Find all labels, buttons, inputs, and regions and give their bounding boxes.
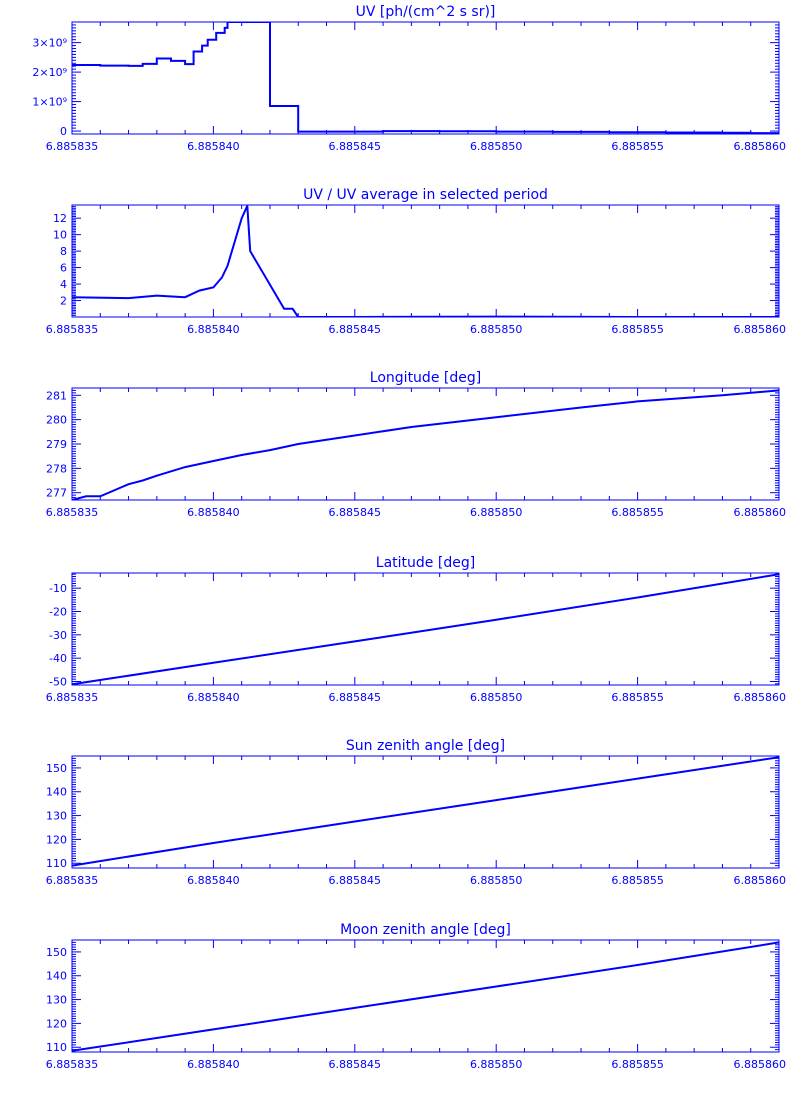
- y-tick-label: -10: [49, 582, 67, 595]
- plot-frame: [71, 755, 780, 869]
- y-tick-label: 110: [46, 857, 67, 870]
- x-tick-label: 6.885850: [470, 140, 523, 153]
- x-tick-label: 6.885850: [470, 874, 523, 887]
- x-tick-label: 6.885850: [470, 1058, 523, 1071]
- series-line: [72, 205, 779, 317]
- chart-title: Sun zenith angle [deg]: [346, 738, 505, 754]
- y-tick-label: 2: [60, 295, 67, 308]
- x-tick-label: 6.885840: [187, 691, 240, 704]
- x-tick-label: 6.885835: [46, 1058, 99, 1071]
- y-tick-label: 6: [60, 262, 67, 275]
- x-tick-label: 6.885850: [470, 691, 523, 704]
- y-tick-label: 120: [46, 1017, 67, 1030]
- x-tick-label: 6.885845: [329, 874, 382, 887]
- x-tick-label: 6.885850: [470, 506, 523, 519]
- chart-title: UV / UV average in selected period: [303, 187, 548, 203]
- x-tick-label: 6.885835: [46, 323, 99, 336]
- y-tick-label: 3×10⁹: [32, 37, 67, 50]
- chart-panel-1: UV [ph/(cm^2 s sr)] 6.885835 6.885840 6.885…: [32, 4, 786, 153]
- y-tick-label: 140: [46, 970, 67, 983]
- y-tick-label: 130: [46, 994, 67, 1007]
- x-tick-label: 6.885860: [734, 1058, 787, 1071]
- plot-frame: [71, 572, 780, 686]
- x-tick-label: 6.885845: [329, 323, 382, 336]
- x-tick-label: 6.885855: [611, 1058, 664, 1071]
- chart-title: UV [ph/(cm^2 s sr)]: [356, 4, 496, 20]
- x-tick-label: 6.885845: [329, 506, 382, 519]
- y-tick-label: 279: [46, 438, 67, 451]
- plot-frame: [71, 204, 780, 318]
- x-tick-label: 6.885855: [611, 506, 664, 519]
- y-tick-label: 130: [46, 810, 67, 823]
- x-tick-label: 6.885860: [734, 691, 787, 704]
- y-tick-label: 110: [46, 1041, 67, 1054]
- x-tick-label: 6.885860: [734, 140, 787, 153]
- plot-frame: [71, 387, 780, 501]
- y-tick-label: 8: [60, 245, 67, 258]
- y-tick-label: 281: [46, 389, 67, 402]
- y-tick-label: -20: [49, 606, 67, 619]
- y-tick-label: 2×10⁹: [32, 66, 67, 79]
- chart-panel-5: Sun zenith angle [deg] 6.885835 6.885840 6.…: [46, 738, 786, 887]
- y-tick-label: 0: [60, 125, 67, 138]
- x-tick-label: 6.885855: [611, 323, 664, 336]
- plot-frame: [71, 21, 780, 135]
- series-line: [72, 22, 779, 134]
- chart-panel-2: UV / UV average in selected period 6.8858…: [46, 187, 786, 336]
- series-line: [72, 573, 779, 685]
- chart-panel-3: Longitude [deg] 6.885835 6.885840 6.885845 6…: [46, 370, 786, 519]
- y-tick-label: -50: [49, 676, 67, 689]
- series-line: [72, 941, 779, 1052]
- x-tick-label: 6.885840: [187, 140, 240, 153]
- y-tick-label: 1×10⁹: [32, 96, 67, 109]
- y-tick-label: -40: [49, 652, 67, 665]
- x-tick-label: 6.885860: [734, 506, 787, 519]
- y-tick-label: 4: [60, 278, 67, 291]
- y-tick-label: 277: [46, 487, 67, 500]
- x-tick-label: 6.885860: [734, 323, 787, 336]
- x-tick-label: 6.885855: [611, 140, 664, 153]
- x-tick-label: 6.885845: [329, 140, 382, 153]
- y-tick-label: 280: [46, 414, 67, 427]
- x-tick-label: 6.885855: [611, 691, 664, 704]
- series-line: [72, 756, 779, 867]
- x-tick-label: 6.885845: [329, 1058, 382, 1071]
- y-tick-label: 150: [46, 946, 67, 959]
- y-tick-label: 140: [46, 786, 67, 799]
- y-tick-label: -30: [49, 629, 67, 642]
- chart-title: Longitude [deg]: [370, 370, 481, 386]
- y-tick-label: 278: [46, 462, 67, 475]
- x-tick-label: 6.885845: [329, 691, 382, 704]
- x-tick-label: 6.885850: [470, 323, 523, 336]
- chart-title: Moon zenith angle [deg]: [340, 922, 511, 938]
- x-tick-label: 6.885855: [611, 874, 664, 887]
- chart-title: Latitude [deg]: [376, 555, 475, 571]
- y-tick-label: 10: [53, 229, 67, 242]
- y-tick-label: 12: [53, 212, 67, 225]
- series-line: [72, 389, 779, 500]
- chart-panel-4: Latitude [deg] 6.885835 6.885840 6.885845 6.…: [46, 555, 786, 704]
- x-tick-label: 6.885860: [734, 874, 787, 887]
- x-tick-label: 6.885840: [187, 874, 240, 887]
- x-tick-label: 6.885835: [46, 140, 99, 153]
- y-tick-label: 120: [46, 833, 67, 846]
- x-tick-label: 6.885835: [46, 691, 99, 704]
- x-tick-label: 6.885840: [187, 506, 240, 519]
- x-tick-label: 6.885840: [187, 323, 240, 336]
- plot-frame: [71, 939, 780, 1053]
- y-tick-label: 150: [46, 762, 67, 775]
- x-tick-label: 6.885835: [46, 506, 99, 519]
- x-tick-label: 6.885840: [187, 1058, 240, 1071]
- chart-panel-6: Moon zenith angle [deg] 6.885835 6.885840 6…: [46, 922, 786, 1071]
- x-tick-label: 6.885835: [46, 874, 99, 887]
